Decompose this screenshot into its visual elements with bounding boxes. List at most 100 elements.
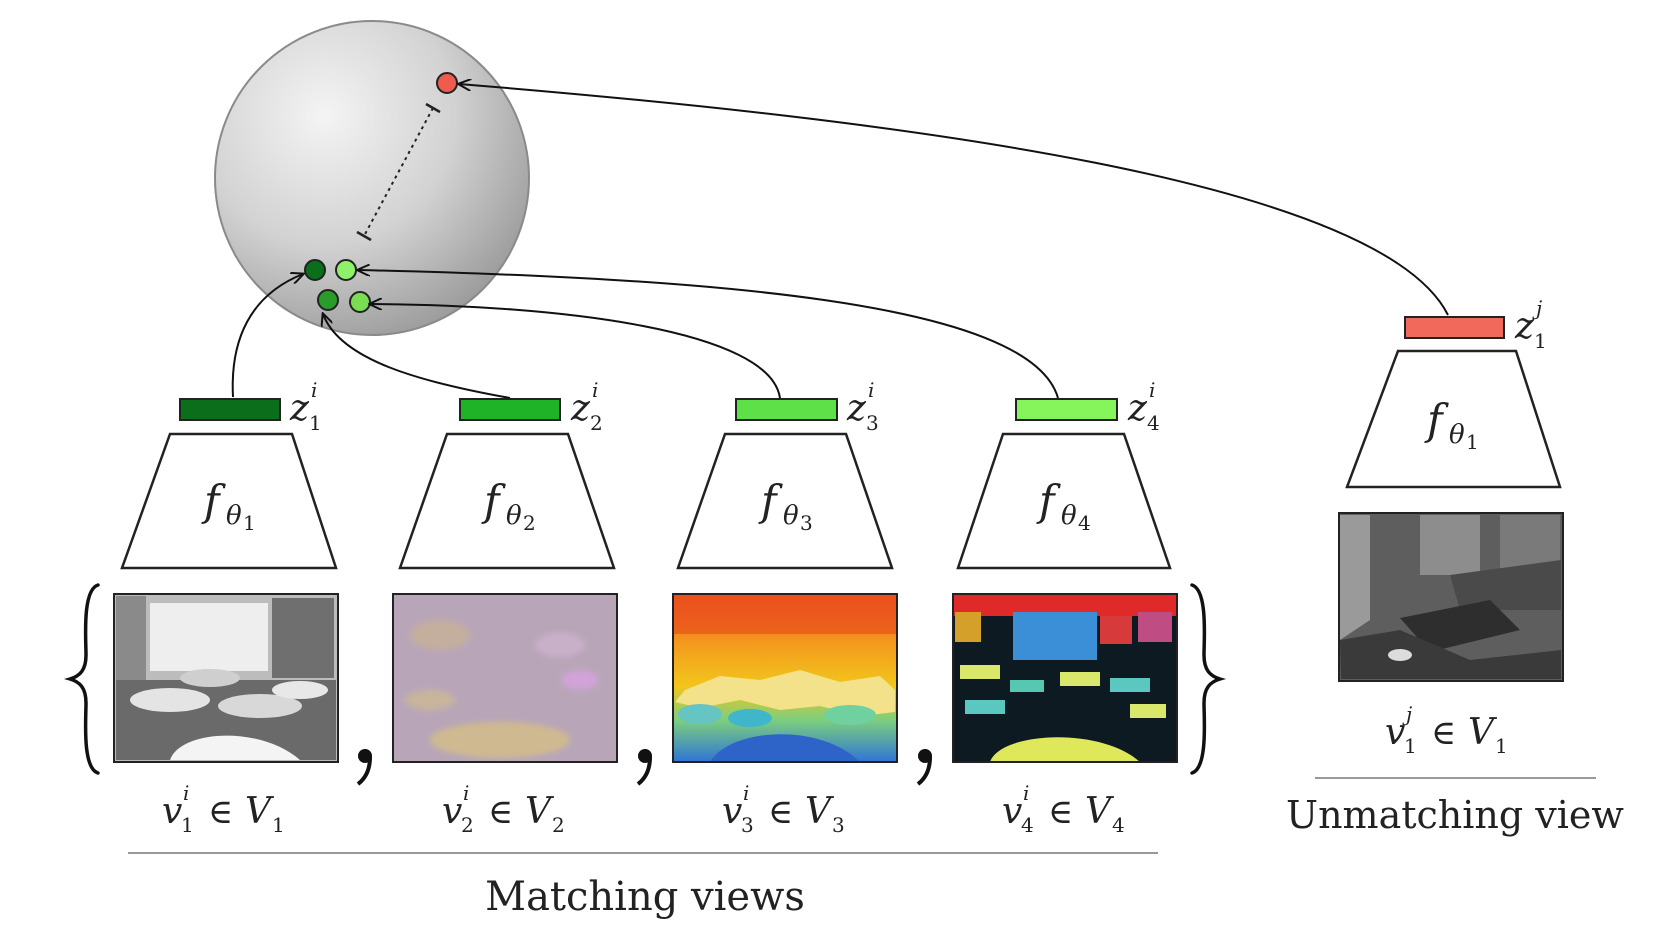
svg-text:1: 1: [272, 813, 285, 837]
svg-text:i: i: [1023, 781, 1029, 805]
encoder-3-theta: θ: [783, 501, 799, 531]
code-bar-z1: [179, 398, 281, 421]
svg-text:v: v: [1385, 712, 1405, 753]
svg-text:1: 1: [181, 813, 194, 837]
svg-text:i: i: [743, 781, 749, 805]
encoder-unmatched-theta: θ: [1449, 420, 1465, 450]
svg-text:∈: ∈: [1048, 792, 1073, 832]
encoder-4-theta: θ: [1061, 501, 1077, 531]
encoder-3-num: 3: [800, 511, 813, 535]
code-z3-sub: 3: [866, 411, 879, 435]
set-braces: [63, 583, 1227, 775]
code-z4-z: z: [1127, 388, 1148, 429]
svg-text:v: v: [722, 791, 742, 832]
arrow-z3: [370, 304, 781, 399]
code-bar-z3: [735, 398, 838, 421]
embedding-point-z1: [304, 259, 326, 281]
svg-text:∈: ∈: [1431, 713, 1456, 753]
svg-text:1: 1: [1404, 734, 1417, 758]
view-label-4: v i 4 ∈ V 4: [1002, 781, 1125, 837]
code-z1-z: z: [289, 388, 310, 429]
encoder-3: [676, 398, 894, 570]
svg-text:2: 2: [552, 813, 565, 837]
encoder-4: [956, 398, 1172, 570]
code-z4-sub: 4: [1147, 411, 1160, 435]
encoder-2-theta: θ: [506, 501, 522, 531]
right-brace: [1190, 583, 1227, 775]
svg-text:4: 4: [1112, 813, 1125, 837]
encoder-trapezoid-2: [398, 432, 616, 570]
encoder-trapezoid-1: [120, 432, 338, 570]
embedding-point-z2: [317, 289, 339, 311]
code-z1-sub: 1: [309, 411, 322, 435]
encoder-unmatched-num: 1: [1466, 430, 1479, 454]
svg-text:V: V: [245, 791, 275, 832]
code-z2-sup: i: [592, 378, 598, 402]
svg-text:j: j: [1402, 702, 1412, 726]
code-z3-sup: i: [868, 378, 874, 402]
svg-text:V: V: [805, 791, 835, 832]
encoder-unmatched: [1345, 316, 1562, 489]
embedding-arrows: [231, 84, 1449, 399]
code-z2-z: z: [570, 388, 591, 429]
matching-views-caption: Matching views: [485, 874, 805, 920]
view-image-unmatched: [1338, 512, 1564, 682]
code-unmatched-sup: j: [1532, 296, 1542, 320]
code-bar-z2: [459, 398, 561, 421]
view-commas: [356, 749, 932, 786]
svg-text:4: 4: [1021, 813, 1034, 837]
view-label-2: v i 2 ∈ V 2: [442, 781, 565, 837]
svg-text:V: V: [525, 791, 555, 832]
svg-text:∈: ∈: [768, 792, 793, 832]
view-image-surface-normals: [392, 593, 618, 763]
svg-text:i: i: [463, 781, 469, 805]
svg-text:v: v: [162, 791, 182, 832]
code-z1-sup: i: [311, 378, 317, 402]
code-labels: z i 1 z i 2 z i 3 z i 4 z j 1: [289, 296, 1547, 435]
encoder-trapezoid-3: [676, 432, 894, 570]
embedding-sphere: [214, 20, 530, 336]
svg-text:v: v: [442, 791, 462, 832]
arrow-unmatched: [459, 84, 1449, 316]
encoder-2: [398, 398, 616, 570]
svg-text:∈: ∈: [488, 792, 513, 832]
arrow-z4: [358, 270, 1059, 399]
view-label-3: v i 3 ∈ V 3: [722, 781, 845, 837]
view-image-segmentation: [952, 593, 1178, 763]
code-unmatched-z: z: [1514, 306, 1535, 347]
distance-line: [363, 107, 434, 237]
embedding-point-z4: [335, 259, 357, 281]
encoder-trapezoid-unmatched: [1345, 349, 1562, 489]
view-image-grayscale: [113, 593, 339, 763]
svg-text:∈: ∈: [208, 792, 233, 832]
code-z2-sub: 2: [590, 411, 603, 435]
encoder-1-num: 1: [243, 511, 256, 535]
encoder-2-num: 2: [523, 511, 536, 535]
view-label-unmatched: v j 1 ∈ V 1: [1385, 702, 1508, 758]
view-label-1: v i 1 ∈ V 1: [162, 781, 285, 837]
encoder-trapezoid-4: [956, 432, 1172, 570]
svg-text:3: 3: [832, 813, 845, 837]
view-labels: v i 1 ∈ V 1 v i 2 ∈ V 2 v i 3 ∈ V 3 v i …: [162, 702, 1508, 837]
left-brace: [63, 583, 100, 775]
unmatching-view-caption: Unmatching view: [1286, 793, 1624, 837]
arrow-z2: [323, 314, 511, 399]
embedding-point-z3: [349, 291, 371, 313]
code-bar-z4: [1015, 398, 1118, 421]
view-image-depth: [672, 593, 898, 763]
arrow-z1: [231, 274, 303, 398]
svg-text:i: i: [183, 781, 189, 805]
code-z3-z: z: [846, 388, 867, 429]
encoder-1: [120, 398, 338, 570]
code-unmatched-sub: 1: [1534, 329, 1547, 353]
svg-text:1: 1: [1495, 734, 1508, 758]
svg-text:2: 2: [461, 813, 474, 837]
embedding-point-unmatched: [436, 72, 458, 94]
code-bar-unmatched: [1404, 316, 1505, 339]
svg-text:v: v: [1002, 791, 1022, 832]
encoder-4-num: 4: [1078, 511, 1091, 535]
svg-text:V: V: [1468, 712, 1498, 753]
encoder-1-theta: θ: [226, 501, 242, 531]
svg-text:3: 3: [741, 813, 754, 837]
